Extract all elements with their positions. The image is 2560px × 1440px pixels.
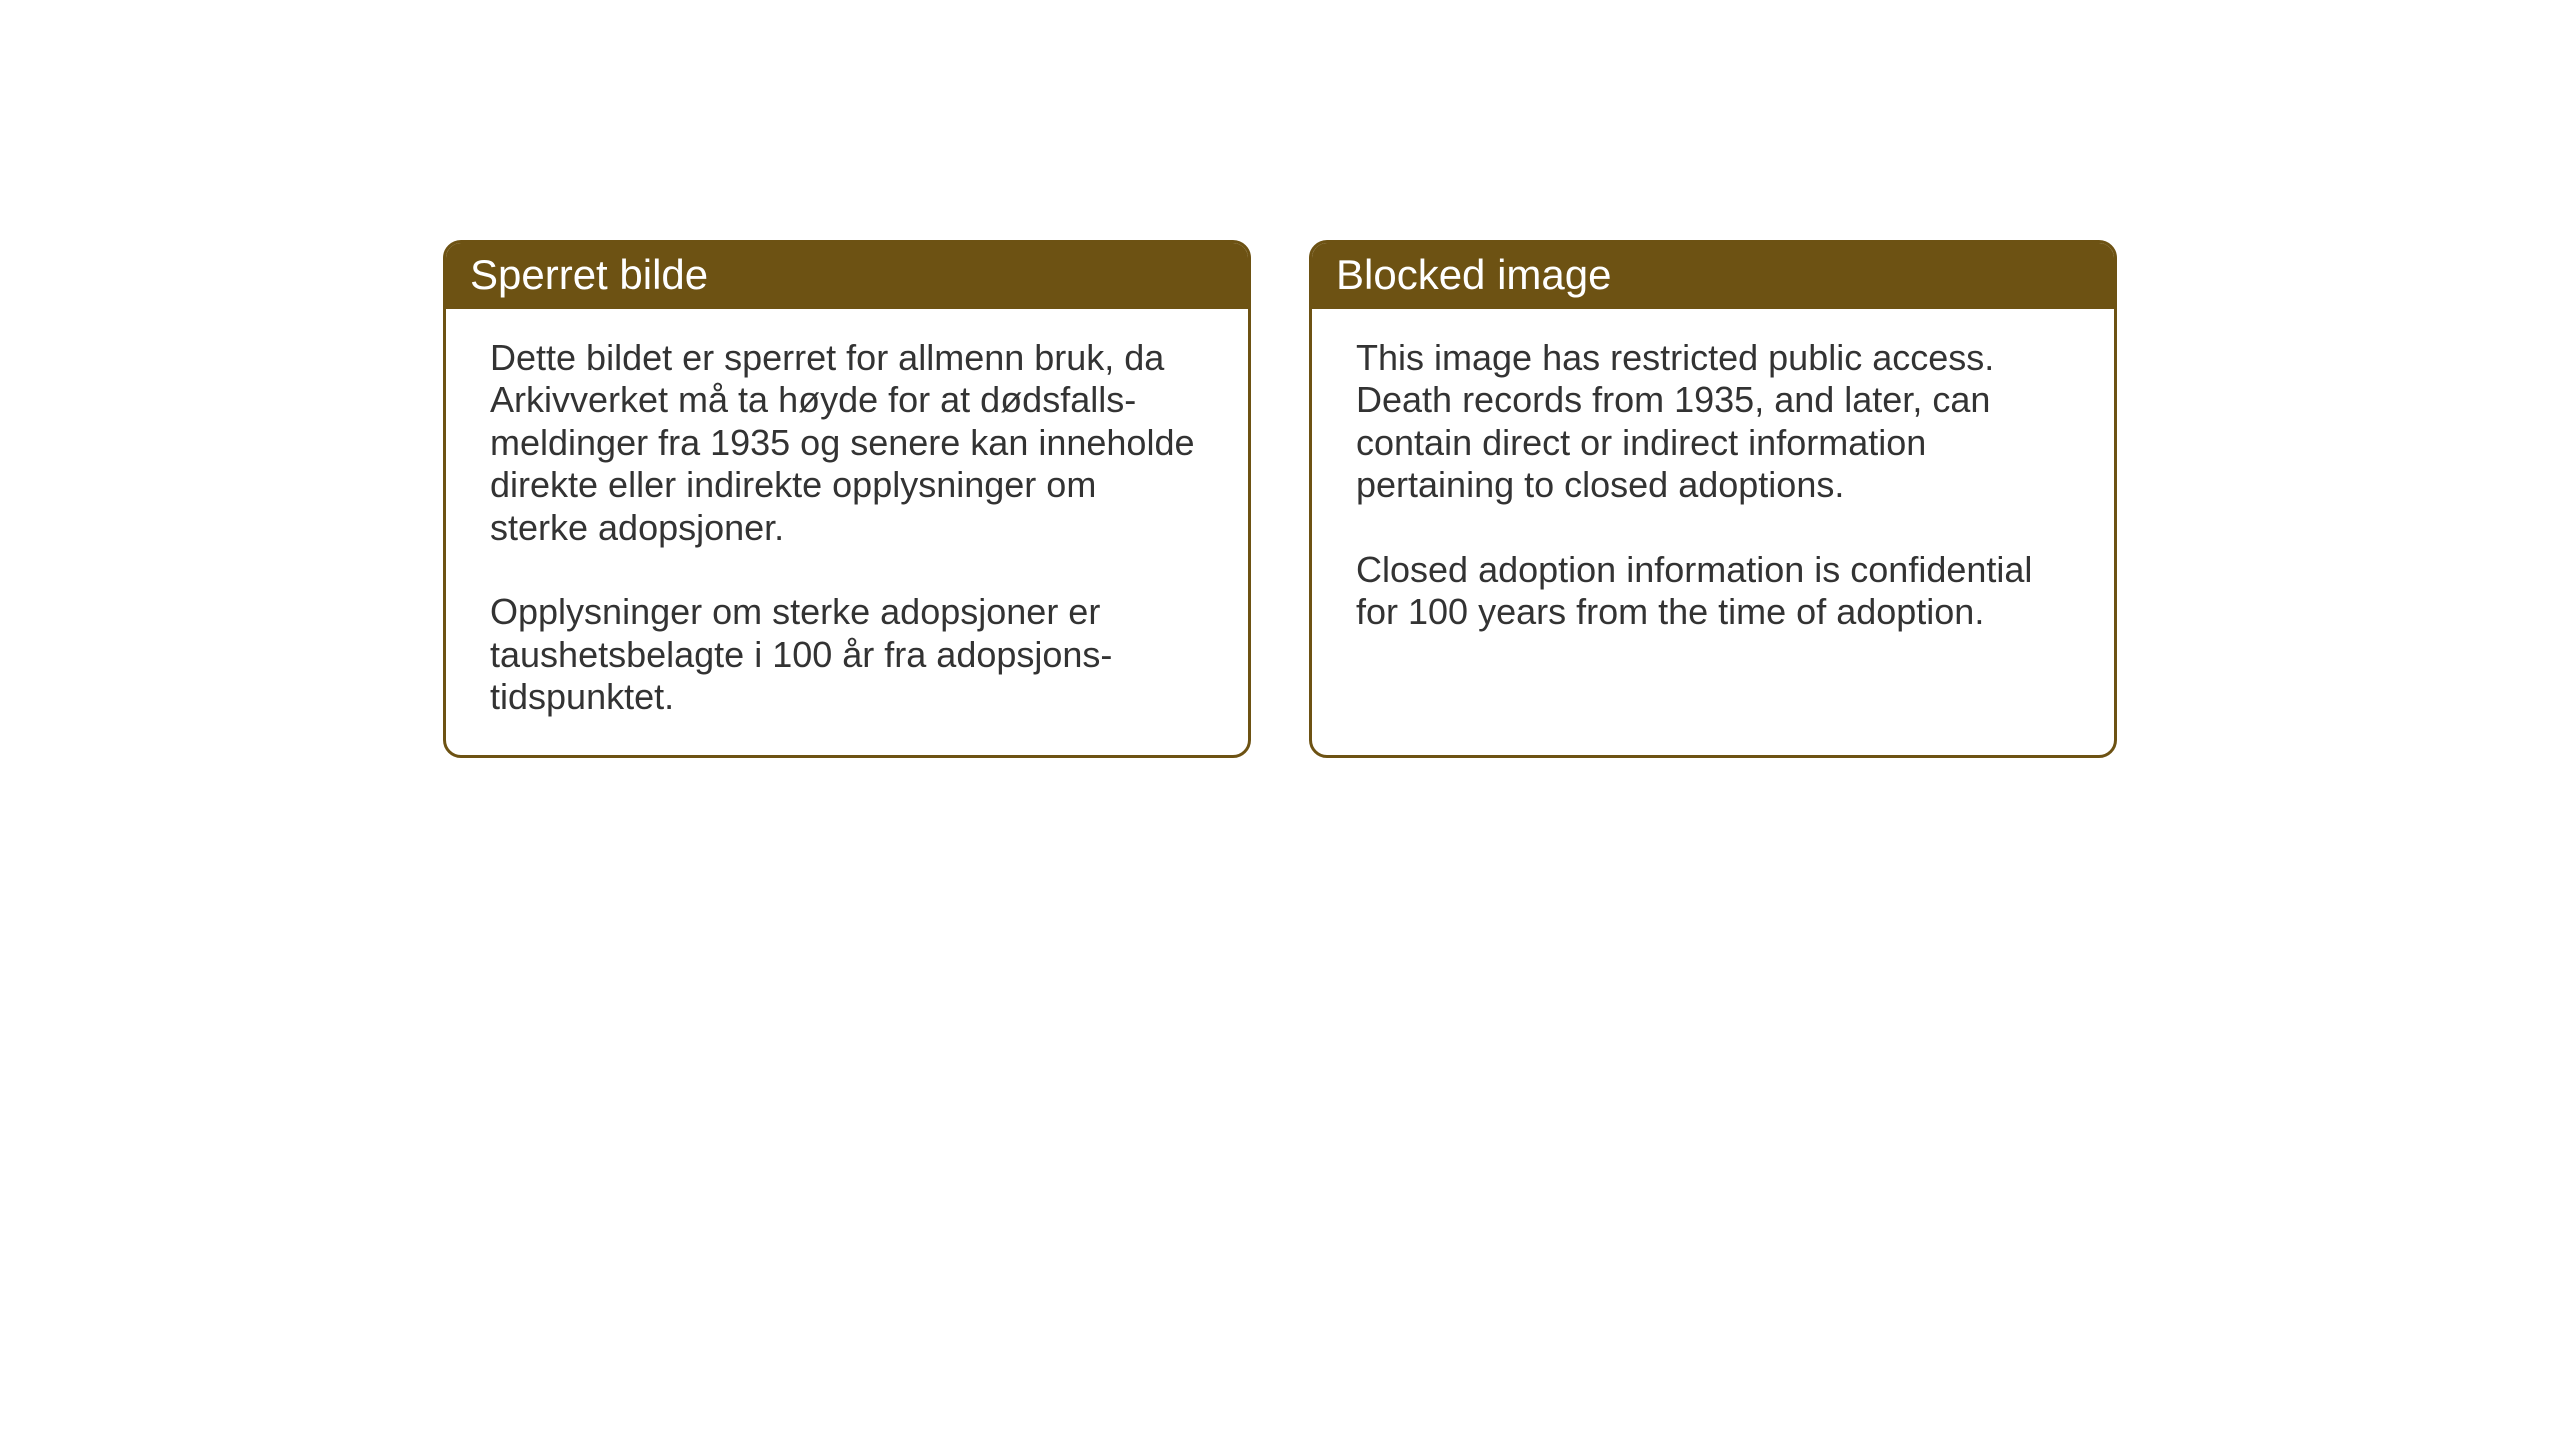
notice-paragraph-2-english: Closed adoption information is confident… [1356,549,2070,634]
notice-body-english: This image has restricted public access.… [1312,309,2114,749]
notice-title-english: Blocked image [1336,251,1611,298]
notice-paragraph-1-english: This image has restricted public access.… [1356,337,2070,507]
notice-title-norwegian: Sperret bilde [470,251,708,298]
notice-card-norwegian: Sperret bilde Dette bildet er sperret fo… [443,240,1251,758]
notice-paragraph-1-norwegian: Dette bildet er sperret for allmenn bruk… [490,337,1204,549]
notice-header-english: Blocked image [1312,243,2114,309]
notice-header-norwegian: Sperret bilde [446,243,1248,309]
notice-card-english: Blocked image This image has restricted … [1309,240,2117,758]
notice-paragraph-2-norwegian: Opplysninger om sterke adopsjoner er tau… [490,591,1204,718]
notice-container: Sperret bilde Dette bildet er sperret fo… [443,240,2117,758]
notice-body-norwegian: Dette bildet er sperret for allmenn bruk… [446,309,1248,755]
